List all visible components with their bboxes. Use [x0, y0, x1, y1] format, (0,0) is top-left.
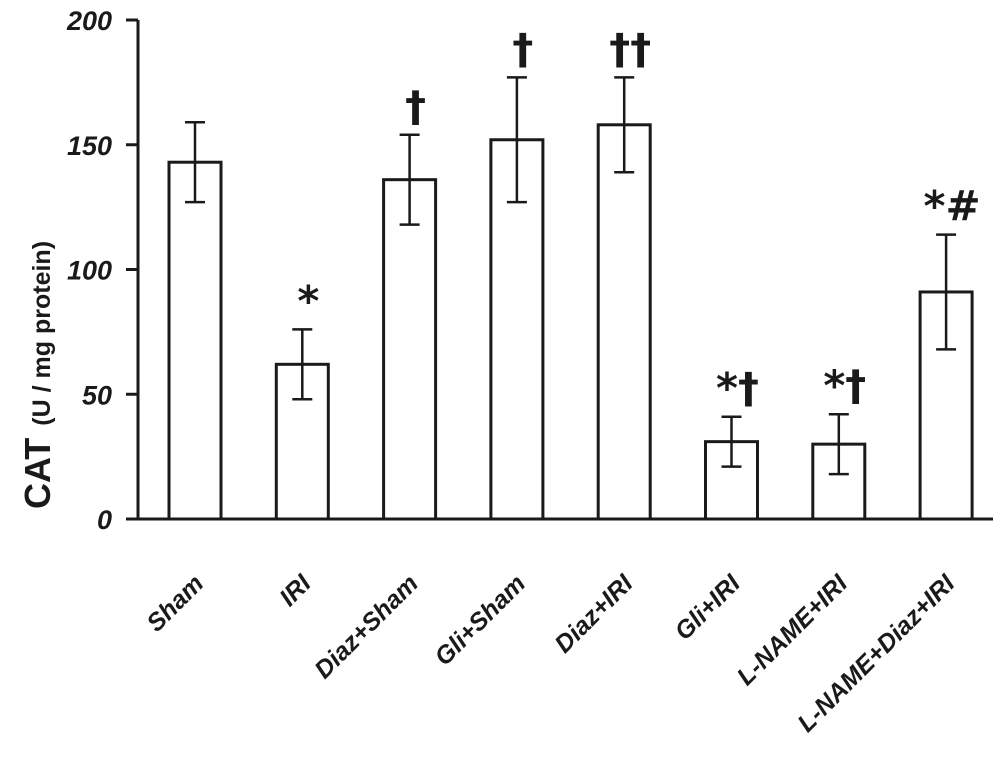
significance-mark-diaz-sham: †	[405, 82, 426, 131]
y-tick-label-100: 100	[67, 256, 112, 286]
significance-mark-gli-iri: *†	[716, 364, 759, 413]
svg-text:CAT (U / mg protein): CAT (U / mg protein)	[17, 241, 58, 509]
y-tick-label-50: 50	[82, 380, 112, 410]
significance-mark-gli-sham: †	[512, 24, 533, 73]
y-axis-unit: (U / mg protein)	[28, 241, 56, 426]
bar-diaz-iri	[596, 123, 652, 521]
bar-diaz-sham	[382, 178, 438, 521]
x-tick-label-iri: IRI	[274, 569, 317, 612]
x-tick-label-gli-sham: Gli+Sham	[429, 569, 531, 671]
bar-sham	[167, 160, 223, 521]
y-axis-label: CAT	[17, 438, 58, 509]
y-tick-label-150: 150	[67, 131, 112, 161]
x-tick-label-sham: Sham	[141, 569, 209, 637]
x-tick-label-gli-iri: Gli+IRI	[669, 569, 746, 646]
y-tick-label-0: 0	[97, 505, 112, 535]
x-tick-label-diaz-iri: Diaz+IRI	[549, 569, 639, 659]
bar-gli-iri	[704, 440, 759, 521]
significance-mark-diaz-iri: ††	[609, 24, 651, 73]
x-tick-label-diaz-sham: Diaz+Sham	[309, 569, 424, 684]
significance-mark-l-name-iri: *†	[823, 361, 866, 410]
x-tick-label-l-name-iri: L-NAME+IRI	[732, 569, 854, 691]
y-axis-title: CAT (U / mg protein)	[17, 241, 58, 509]
y-tick-label-200: 200	[66, 6, 112, 36]
significance-mark-iri: *	[297, 276, 319, 325]
significance-mark-l-name-diaz-iri: *#	[924, 182, 981, 231]
plot-area: 0 50 100 150 200 Sham * IRI † Diaz+Sham † Gli+Sham †…	[66, 6, 993, 738]
